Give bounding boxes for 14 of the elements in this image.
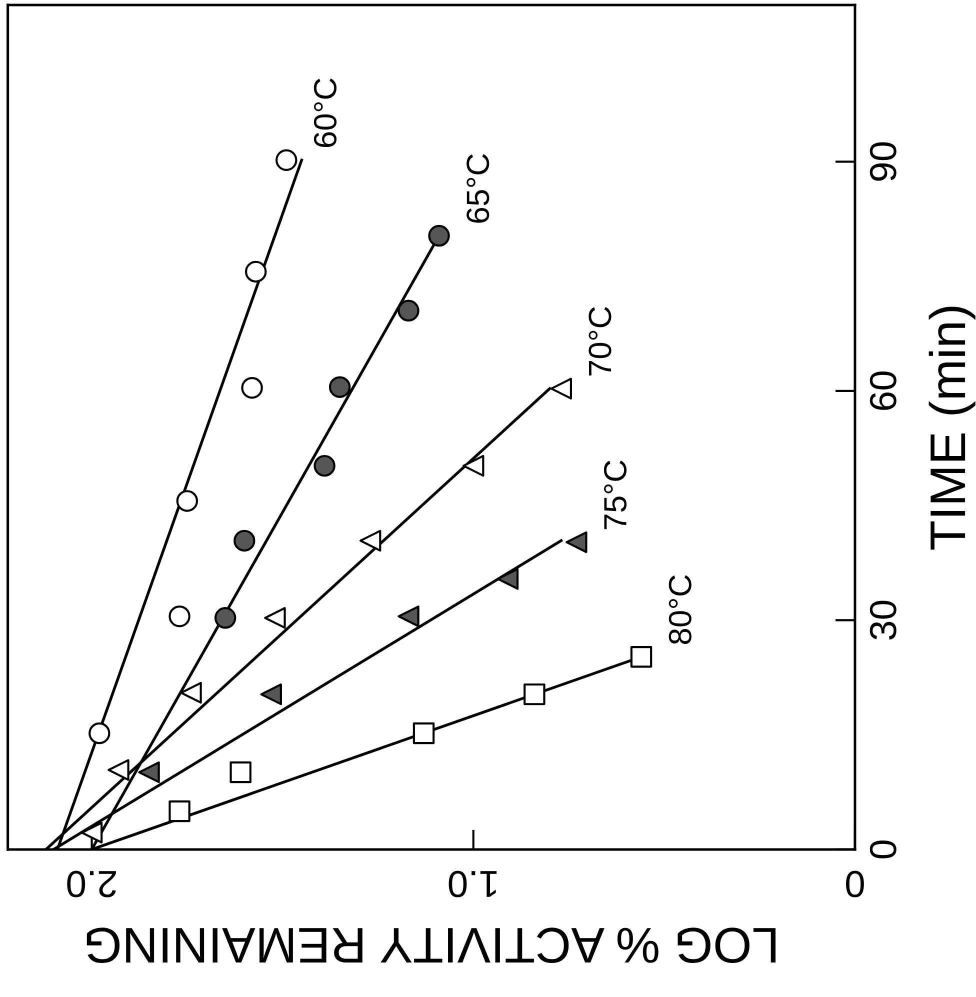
text: 65°C [466, 154, 490, 223]
x-tick-label: 2.0 [67, 870, 116, 898]
x-tick-label: 1.0 [448, 870, 497, 898]
y-tick-label: 90 [870, 142, 896, 181]
text: 75°C [604, 460, 627, 530]
y-tick-label: 0 [870, 840, 896, 858]
x-tick-label: 0 [846, 870, 864, 898]
text: 80°C [668, 575, 692, 644]
text: 60°C [314, 78, 337, 148]
y-axis-title: TIME (min) [928, 306, 976, 550]
y-tick-label: 30 [870, 600, 896, 640]
text: 70°C [588, 307, 612, 376]
y-tick-label: 60 [870, 372, 896, 410]
x-axis-title: LOG % ACTIVITY REMAINING [86, 928, 776, 964]
